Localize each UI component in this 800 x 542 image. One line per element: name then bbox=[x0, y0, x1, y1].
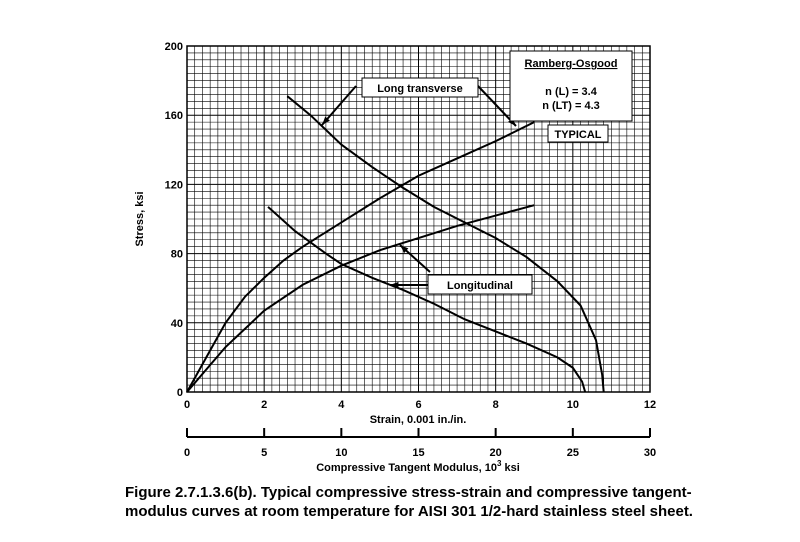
y-tick-label: 0 bbox=[177, 387, 183, 399]
arrow-head bbox=[400, 245, 409, 253]
x2-label-part: ksi bbox=[501, 462, 519, 474]
x2-label-part: 3 bbox=[497, 459, 502, 468]
annotation-box bbox=[427, 274, 533, 295]
arrow-line bbox=[321, 85, 357, 126]
x-tick-label: 2 bbox=[261, 399, 267, 411]
x2-label-part: Compressive Tangent Modulus, 10 bbox=[316, 462, 497, 474]
plot-frame bbox=[186, 45, 651, 393]
annotation-box bbox=[509, 50, 633, 122]
arrow-head bbox=[507, 117, 516, 126]
y-tick-label: 40 bbox=[171, 318, 183, 330]
x-tick-label: 8 bbox=[493, 399, 499, 411]
arrow-head bbox=[390, 281, 399, 289]
annotation: Long transverse bbox=[377, 83, 463, 95]
x-axis-label: Strain, 0.001 in./in. bbox=[370, 414, 467, 426]
caption: modulus curves at room temperature for A… bbox=[125, 503, 693, 520]
x2-tick-label: 30 bbox=[644, 447, 656, 459]
curve bbox=[186, 121, 535, 393]
x-tick-label: 0 bbox=[184, 399, 190, 411]
x2-tick-label: 20 bbox=[490, 447, 502, 459]
caption: Figure 2.7.1.3.6(b). Typical compressive… bbox=[125, 484, 692, 501]
annotation-box bbox=[547, 124, 609, 143]
x-tick-label: 10 bbox=[567, 399, 579, 411]
x-tick-label: 12 bbox=[644, 399, 656, 411]
annotation: TYPICAL bbox=[554, 129, 601, 141]
x2-axis-label: Compressive Tangent Modulus, 103 ksi bbox=[316, 459, 520, 474]
x2-tick-label: 15 bbox=[412, 447, 424, 459]
arrow-head bbox=[322, 116, 330, 125]
legend-line: n (L) = 3.4 bbox=[545, 86, 598, 98]
x2-tick-label: 5 bbox=[261, 447, 267, 459]
x-tick-label: 6 bbox=[415, 399, 421, 411]
x2-tick-label: 25 bbox=[567, 447, 579, 459]
curve bbox=[286, 95, 605, 393]
x2-tick-label: 0 bbox=[184, 447, 190, 459]
annotation-box bbox=[361, 77, 479, 98]
annotation: Longitudinal bbox=[447, 280, 513, 292]
y-tick-label: 120 bbox=[165, 179, 183, 191]
y-tick-label: 200 bbox=[165, 41, 183, 53]
legend-title: Ramberg-Osgood bbox=[525, 58, 618, 70]
y-tick-label: 80 bbox=[171, 249, 183, 261]
curve bbox=[186, 204, 535, 393]
x-tick-label: 4 bbox=[338, 399, 345, 411]
y-tick-label: 160 bbox=[165, 110, 183, 122]
curve bbox=[267, 206, 587, 393]
y-axis-label: Stress, ksi bbox=[134, 191, 146, 246]
legend-line: n (LT) = 4.3 bbox=[542, 100, 600, 112]
x2-tick-label: 10 bbox=[335, 447, 347, 459]
